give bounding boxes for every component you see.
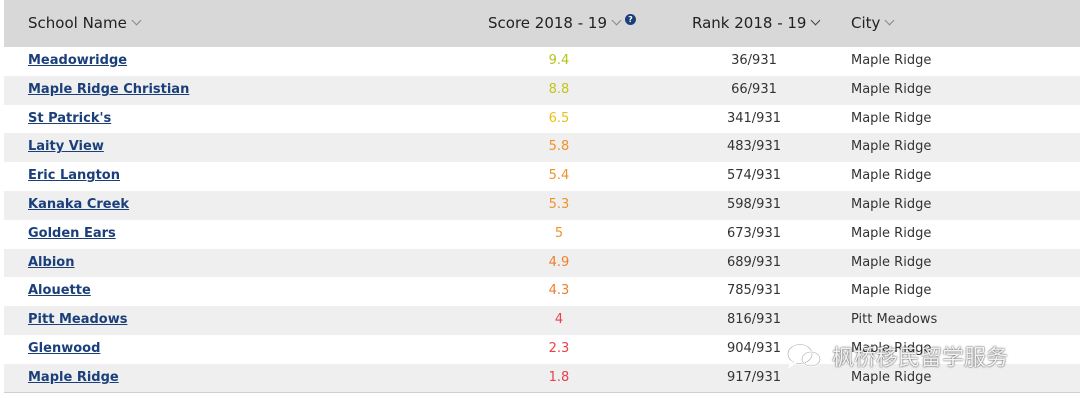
table-row: St Patrick's 6.5 341/931 Maple Ridge [4, 105, 1080, 134]
table-row: Albion 4.9 689/931 Maple Ridge [4, 248, 1080, 278]
header-city-label: City [851, 14, 881, 32]
school-name-link[interactable]: Laity View [28, 139, 104, 155]
chevron-down-icon [811, 15, 821, 26]
table-row: Glenwood 2.3 904/931 Maple Ridge [4, 335, 1080, 364]
score-value: 2.3 [548, 340, 570, 356]
chevron-down-icon [131, 15, 142, 26]
school-name-link[interactable]: Maple Ridge [28, 369, 119, 385]
table-row: Eric Langton 5.4 574/931 Maple Ridge [4, 162, 1080, 191]
school-name-link[interactable]: Albion [28, 254, 75, 270]
score-value: 5.8 [548, 139, 570, 155]
school-name-link[interactable]: Golden Ears [28, 225, 116, 241]
city-value: Maple Ridge [851, 225, 932, 241]
table-row: Kanaka Creek 5.3 598/931 Maple Ridge [4, 190, 1080, 220]
table-row: Maple Ridge Christian 8.8 66/931 Maple Ridg… [4, 75, 1080, 105]
table-row: Alouette 4.3 785/931 Maple Ridge [4, 277, 1080, 306]
chevron-down-icon [611, 15, 622, 26]
school-name-link[interactable]: Glenwood [28, 340, 101, 356]
table-bottom-divider [4, 392, 1080, 393]
rank-value: 483/931 [726, 139, 781, 155]
help-icon[interactable]: ? [625, 14, 636, 25]
score-value: 5.3 [548, 196, 570, 212]
score-value: 1.8 [548, 369, 570, 385]
header-score[interactable]: Score 2018 - 19? [488, 0, 636, 47]
city-value: Maple Ridge [851, 139, 932, 155]
chevron-down-icon [884, 15, 895, 26]
table-row: Meadowridge 9.4 36/931 Maple Ridge [4, 47, 1080, 76]
table-header: School Name Score 2018 - 19? Rank 2018 -… [4, 0, 1080, 47]
city-value: Maple Ridge [851, 196, 932, 212]
school-name-link[interactable]: Meadowridge [28, 53, 128, 68]
school-name-link[interactable]: Pitt Meadows [28, 312, 128, 328]
rank-value: 689/931 [726, 254, 781, 270]
table-row: Pitt Meadows 4 816/931 Pitt Meadows [4, 306, 1080, 335]
rank-value: 904/931 [726, 340, 781, 356]
school-name-link[interactable]: Maple Ridge Christian [28, 81, 190, 97]
city-value: Maple Ridge [851, 110, 932, 126]
rank-value: 785/931 [726, 283, 781, 299]
header-city[interactable]: City [851, 0, 895, 47]
city-value: Maple Ridge [851, 283, 932, 299]
city-value: Maple Ridge [851, 81, 932, 97]
header-rank-label: Rank 2018 - 19 [692, 14, 807, 32]
table-row: Laity View 5.8 483/931 Maple Ridge [4, 133, 1080, 163]
school-name-link[interactable]: Kanaka Creek [28, 196, 130, 212]
city-value: Maple Ridge [851, 369, 932, 385]
score-value: 4.9 [548, 254, 570, 270]
rank-value: 816/931 [726, 312, 781, 328]
table-row: Maple Ridge 1.8 917/931 Maple Ridge [4, 363, 1080, 393]
rank-value: 341/931 [726, 110, 781, 126]
city-value: Maple Ridge [851, 53, 932, 68]
score-value: 4.3 [548, 283, 570, 299]
table-body: Meadowridge 9.4 36/931 Maple Ridge Maple Rid… [4, 47, 1080, 393]
rank-value: 673/931 [726, 225, 781, 241]
header-school-name[interactable]: School Name [28, 0, 142, 47]
score-value: 9.4 [548, 53, 570, 68]
score-value: 4 [554, 312, 564, 328]
city-value: Pitt Meadows [851, 312, 938, 328]
header-school-name-label: School Name [28, 14, 127, 32]
city-value: Maple Ridge [851, 168, 932, 184]
header-score-label: Score 2018 - 19 [488, 14, 607, 32]
rank-value: 598/931 [726, 196, 781, 212]
score-value: 5 [554, 225, 564, 241]
city-value: Maple Ridge [851, 254, 932, 270]
header-rank[interactable]: Rank 2018 - 19 [692, 0, 821, 47]
rank-value: 917/931 [726, 369, 781, 385]
score-value: 5.4 [548, 168, 570, 184]
table-row: Golden Ears 5 673/931 Maple Ridge [4, 220, 1080, 249]
city-value: Maple Ridge [851, 340, 932, 356]
score-value: 6.5 [548, 110, 570, 126]
rank-value: 36/931 [731, 53, 777, 68]
rank-value: 66/931 [731, 81, 777, 97]
rank-value: 574/931 [726, 168, 781, 184]
school-name-link[interactable]: St Patrick's [28, 110, 112, 126]
school-name-link[interactable]: Alouette [28, 283, 91, 299]
school-name-link[interactable]: Eric Langton [28, 168, 120, 184]
score-value: 8.8 [548, 81, 570, 97]
